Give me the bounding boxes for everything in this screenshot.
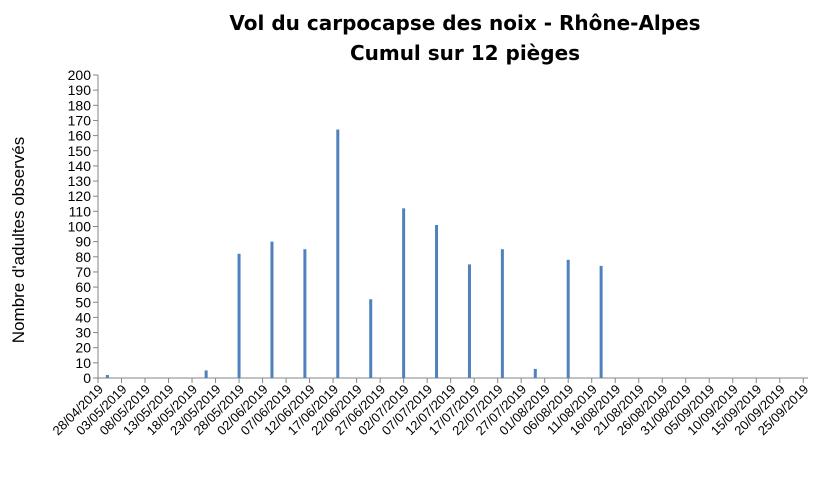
y-tick-label: 170 <box>68 112 92 128</box>
bar <box>237 253 241 378</box>
bar <box>599 265 603 378</box>
bar <box>566 259 570 378</box>
y-tick-label: 200 <box>68 67 92 83</box>
bar <box>105 374 109 378</box>
y-tick-label: 100 <box>68 219 92 235</box>
y-tick-label: 140 <box>68 158 92 174</box>
bar <box>336 129 340 378</box>
y-tick-label: 60 <box>75 279 91 295</box>
y-tick-label: 10 <box>75 355 91 371</box>
y-axis-label: Nombre d'adultes observés <box>9 137 28 343</box>
y-tick-label: 30 <box>75 325 91 341</box>
bar <box>467 264 471 378</box>
y-tick-label: 120 <box>68 188 92 204</box>
bar <box>270 241 274 378</box>
y-tick-label: 150 <box>68 143 92 159</box>
y-tick-label: 160 <box>68 128 92 144</box>
bar <box>369 299 373 378</box>
bar <box>204 370 208 378</box>
bar <box>500 249 504 378</box>
chart-subtitle: Cumul sur 12 pièges <box>350 41 580 65</box>
y-tick-label: 180 <box>68 97 92 113</box>
y-tick-label: 90 <box>75 234 91 250</box>
bar <box>435 224 439 378</box>
y-tick-label: 40 <box>75 309 91 325</box>
y-tick-label: 0 <box>83 370 91 386</box>
y-tick-label: 70 <box>75 264 91 280</box>
y-tick-label: 110 <box>69 203 92 219</box>
chart-title: Vol du carpocapse des noix - Rhône-Alpes <box>229 11 700 35</box>
y-tick-label: 50 <box>75 294 91 310</box>
y-tick-label: 80 <box>75 249 91 265</box>
bar <box>402 208 406 378</box>
y-tick-label: 190 <box>68 82 92 98</box>
y-tick-label: 20 <box>75 340 91 356</box>
bar <box>533 368 537 378</box>
bar <box>303 249 307 378</box>
y-tick-label: 130 <box>68 173 92 189</box>
